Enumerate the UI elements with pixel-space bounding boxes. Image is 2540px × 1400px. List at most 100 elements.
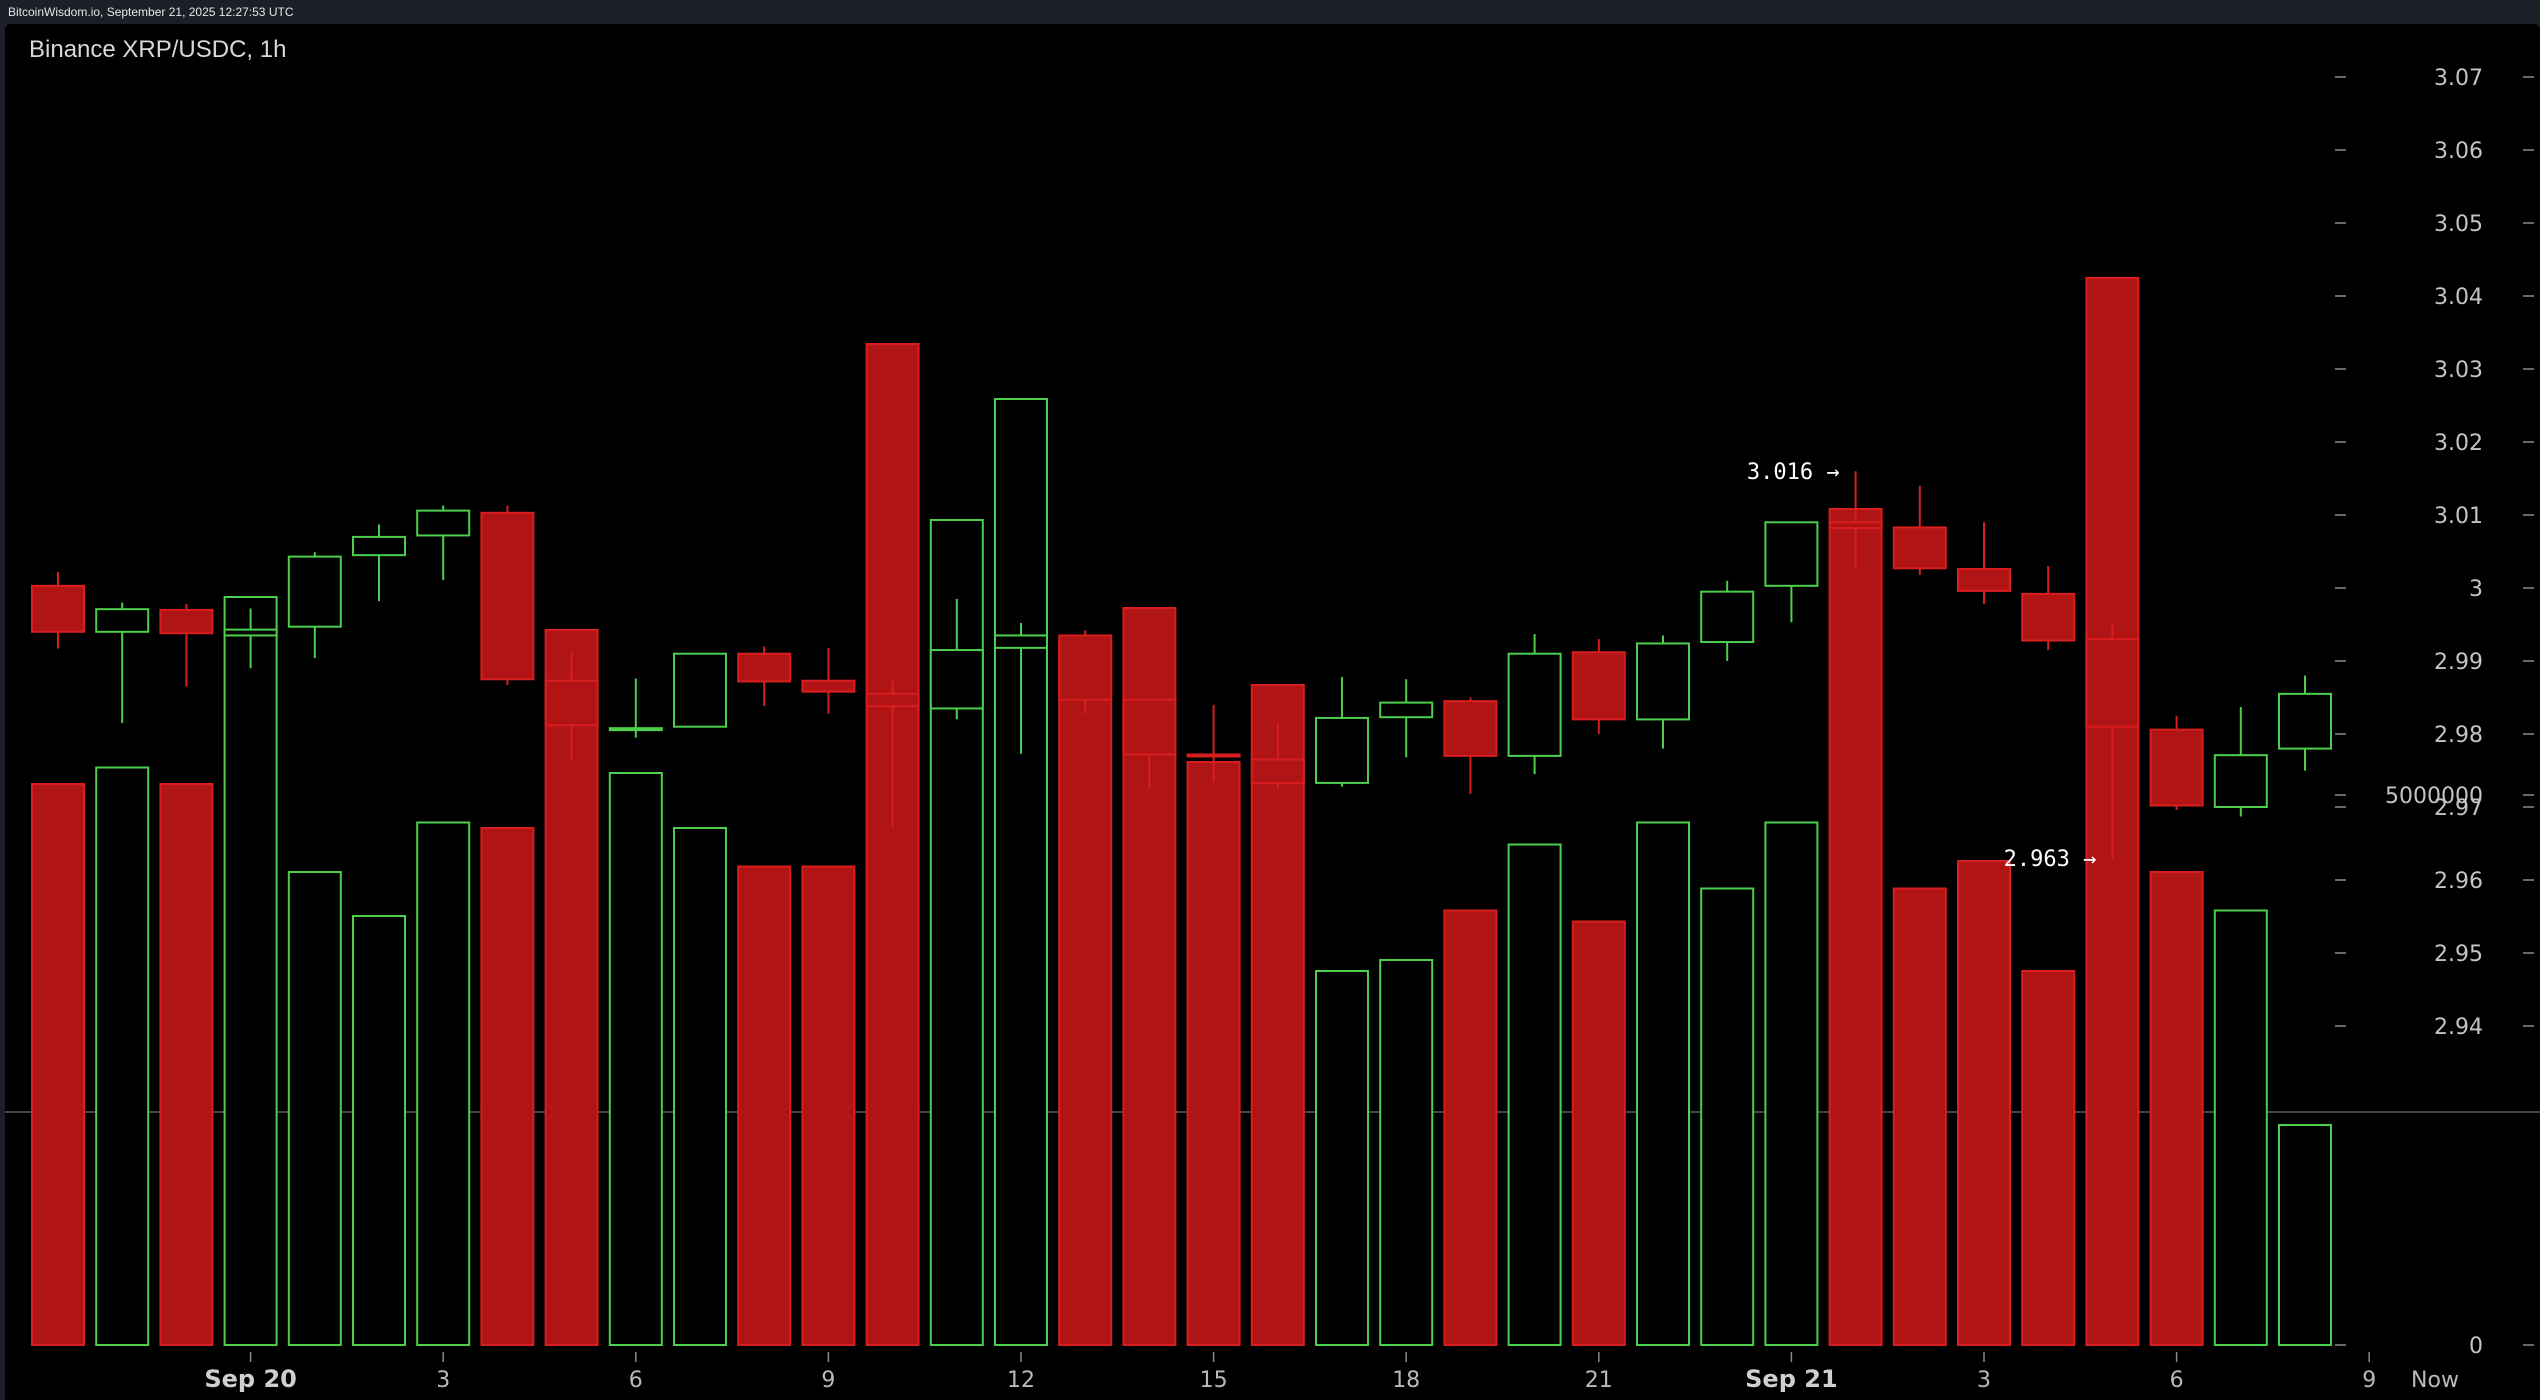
- price-tick-label: 2.96: [2434, 869, 2483, 894]
- price-tick-label: 3.02: [2434, 431, 2483, 456]
- volume-bar-down: [159, 783, 214, 1346]
- price-tick-label: 3.05: [2434, 212, 2483, 237]
- chart-title: Binance XRP/USDC, 1h: [29, 36, 287, 63]
- price-tick-label: 3.04: [2434, 285, 2483, 310]
- volume-bar-up: [2213, 909, 2268, 1346]
- time-tick-label: 12: [1007, 1368, 1035, 1393]
- volume-bar-down: [1957, 860, 2011, 1346]
- candle-down: [1571, 651, 1626, 721]
- candle-up: [994, 634, 1048, 649]
- candle-down: [2021, 592, 2076, 642]
- price-tick-label: 2.98: [2434, 723, 2483, 748]
- candle-down: [1443, 700, 1498, 757]
- volume-bar-up: [1700, 887, 1755, 1346]
- annotations: 3.016 → 2.963 →: [1747, 460, 2097, 872]
- candle-up: [1636, 642, 1690, 721]
- volume-tick-label: 0: [2469, 1334, 2483, 1359]
- volume-bar-up: [1379, 959, 1434, 1346]
- price-tick-label: 3.01: [2434, 504, 2483, 529]
- volume-bar-down: [2149, 871, 2204, 1346]
- volume-bar-up: [416, 821, 471, 1346]
- volume-bar-down: [1571, 920, 1626, 1346]
- candle-down: [2149, 728, 2204, 807]
- price-tick-label: 2.94: [2434, 1015, 2483, 1040]
- volume-tick-label: 5000000: [2385, 784, 2483, 809]
- candle-up: [223, 628, 278, 637]
- candle-down: [480, 511, 535, 681]
- candle-down: [801, 679, 856, 693]
- volume-bar-up: [1507, 843, 1562, 1346]
- candle-down: [1892, 526, 1947, 570]
- candle-down: [1957, 568, 2011, 592]
- candle-up: [1764, 521, 1819, 587]
- candle-down: [159, 608, 214, 635]
- volume-bar-up: [994, 398, 1048, 1346]
- volume-axis: 5000000 0: [2335, 784, 2534, 1359]
- time-tick-label: 6: [2170, 1368, 2184, 1393]
- candle-up: [1315, 716, 1369, 784]
- volume-bar-up: [352, 915, 406, 1346]
- price-tick-label: 3.06: [2434, 139, 2483, 164]
- time-axis: Sep 20 3 6 9 12 15 18 21 Sep 21 3 6 9 Now: [204, 1352, 2459, 1393]
- candle-up: [2213, 754, 2268, 808]
- candle-down: [1186, 753, 1241, 758]
- candle-up: [1507, 652, 1562, 757]
- volume-bar-down: [480, 827, 535, 1346]
- volume-bar-down: [1250, 684, 1305, 1346]
- time-tick-label: Sep 21: [1745, 1365, 1838, 1393]
- time-tick-label: 3: [436, 1368, 450, 1393]
- candles: [31, 471, 2332, 859]
- time-tick-label: 21: [1585, 1368, 1613, 1393]
- candle-down: [1058, 634, 1113, 701]
- time-tick-label: 18: [1392, 1368, 1420, 1393]
- candle-down: [1250, 758, 1305, 784]
- candle-up: [608, 727, 663, 732]
- candle-up: [673, 652, 727, 728]
- candle-up: [2278, 692, 2332, 750]
- candle-down: [31, 584, 85, 633]
- volume-bar-down: [1828, 508, 1883, 1346]
- source-bar: BitcoinWisdom.io, September 21, 2025 12:…: [0, 0, 2540, 24]
- candle-down: [737, 652, 792, 683]
- volume-bar-down: [1443, 909, 1498, 1346]
- volume-bar-down: [737, 865, 792, 1346]
- candle-down: [1828, 521, 1883, 530]
- volume-bar-down: [801, 865, 856, 1346]
- price-annotation: 3.016 →: [1747, 460, 1840, 485]
- price-tick-label: 2.99: [2434, 650, 2483, 675]
- volume-bar-down: [865, 343, 920, 1346]
- price-tick-label: 3.07: [2434, 66, 2483, 91]
- time-tick-label: 9: [821, 1368, 835, 1393]
- volume-bars: [31, 277, 2332, 1346]
- candle-up: [1379, 701, 1434, 719]
- volume-bar-up: [223, 596, 278, 1346]
- volume-bar-up: [2278, 1124, 2332, 1346]
- candle-down: [544, 679, 599, 727]
- candle-up: [352, 535, 406, 557]
- candle-up: [416, 509, 471, 537]
- time-now-label: Now: [2411, 1368, 2459, 1393]
- candle-down: [1122, 698, 1177, 756]
- time-tick-label: 15: [1200, 1368, 1228, 1393]
- time-tick-label: 9: [2362, 1368, 2376, 1393]
- time-tick-label: Sep 20: [204, 1365, 297, 1393]
- volume-bar-up: [1315, 970, 1369, 1346]
- candle-up: [929, 649, 984, 710]
- volume-bar-down: [1892, 887, 1947, 1346]
- volume-bar-up: [1636, 821, 1690, 1346]
- time-tick-label: 3: [1977, 1368, 1991, 1393]
- volume-bar-down: [1058, 640, 1113, 1346]
- candle-up: [95, 608, 150, 633]
- volume-bar-down: [1186, 761, 1241, 1346]
- price-tick-label: 3: [2469, 577, 2483, 602]
- price-tick-label: 2.95: [2434, 942, 2483, 967]
- price-tick-label: 3.03: [2434, 358, 2483, 383]
- volume-bar-up: [673, 827, 727, 1346]
- volume-bar-up: [1764, 821, 1819, 1346]
- price-axis: 3.07 3.06 3.05 3.04 3.03 3.02 3.01 3 2.99 2.98 2.9…: [2335, 66, 2534, 1040]
- time-tick-label: 6: [629, 1368, 643, 1393]
- volume-bar-down: [2021, 970, 2076, 1346]
- candle-up: [1700, 590, 1755, 644]
- price-tick-label: 2.97: [2434, 796, 2483, 821]
